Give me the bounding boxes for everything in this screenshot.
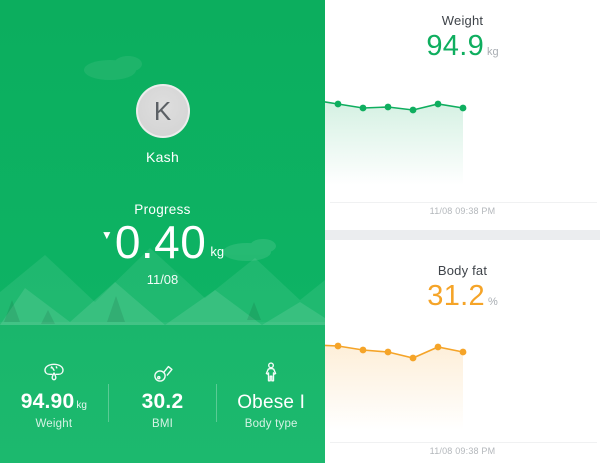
progress-value: 0.40 [114, 216, 207, 268]
profile-panel: K Kash Progress ▼ 0.40 kg 11/08 94.90 [0, 0, 325, 463]
weight-chart-timestamp: 11/08 09:38 PM [429, 206, 496, 216]
decrease-triangle-icon: ▼ [100, 228, 113, 242]
card-separator [330, 202, 597, 203]
weight-stat-value: 94.90 [20, 390, 75, 413]
user-name: Kash [145, 149, 180, 165]
avatar-letter: K [153, 96, 172, 126]
weight-card-unit: kg [487, 46, 499, 58]
body-fat-card-unit: % [487, 296, 498, 308]
body-fat-chart-timestamp: 11/08 09:38 PM [429, 446, 496, 456]
body-fat-chart [325, 342, 467, 445]
body-type-icon [259, 361, 283, 385]
weight-card-title: Weight [441, 13, 484, 28]
bmi-stat-value: 30.2 [141, 390, 184, 413]
body-type-stat-value: Obese I [237, 392, 306, 413]
body-fat-card[interactable]: Body fat 31.2% 11/08 09:38 PM [325, 240, 600, 463]
stat-item-weight[interactable]: 94.90 kg Weight [0, 361, 108, 430]
stats-divider [216, 383, 218, 422]
stat-item-bmi[interactable]: 30.2 BMI [109, 361, 217, 430]
stat-item-body-type[interactable]: Obese I Body type [217, 361, 325, 430]
progress-label: Progress [134, 202, 191, 217]
body-type-stat-label: Body type [244, 418, 298, 430]
stats-row: 94.90 kg Weight 30.2 BMI [0, 361, 325, 430]
progress-unit: kg [210, 244, 225, 259]
body-fat-card-value: 31.2 [427, 280, 485, 312]
weight-stat-unit: kg [76, 400, 87, 411]
measuring-tape-icon [151, 361, 175, 385]
bmi-stat-label: BMI [151, 418, 174, 430]
progress-date: 11/08 [146, 272, 179, 287]
progress-value-row: ▼ 0.40 kg [0, 219, 325, 265]
scale-icon [42, 361, 66, 385]
weight-stat-label: Weight [35, 418, 73, 430]
avatar[interactable]: K [135, 84, 190, 138]
weight-card[interactable]: Weight 94.9 kg 11/08 09:38 PM [325, 0, 600, 230]
weight-chart [325, 100, 467, 200]
stats-divider [107, 383, 109, 422]
card-separator [330, 442, 597, 443]
weight-card-value: 94.9 [426, 30, 485, 62]
body-fat-card-title: Body fat [437, 263, 488, 278]
